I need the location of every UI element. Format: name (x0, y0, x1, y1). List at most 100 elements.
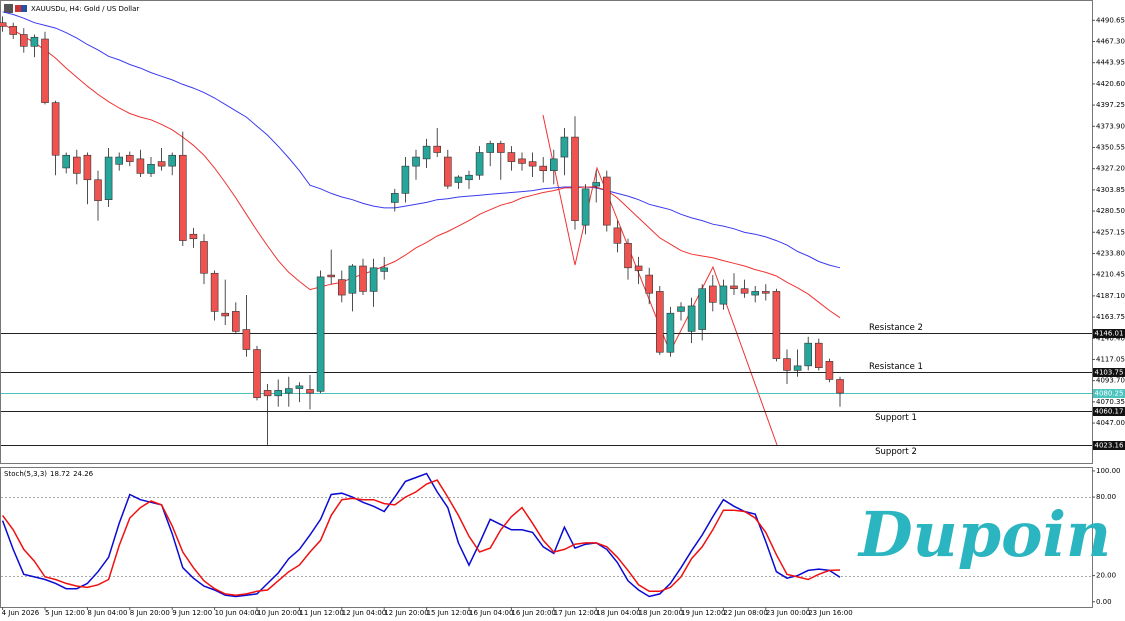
candle-body (232, 311, 240, 332)
candle-body (783, 358, 791, 371)
stoch-frame (0, 467, 1093, 608)
candle-body (189, 233, 198, 240)
y-tick-label: 80.00 (1096, 493, 1116, 501)
candle-body (496, 143, 505, 153)
current-price-box (1093, 389, 1125, 398)
candle-body (772, 291, 781, 359)
level-price-label: 4060.17 (1095, 408, 1124, 416)
candle-body (433, 145, 442, 153)
candle-body (380, 267, 389, 272)
candle-body (94, 179, 102, 201)
level-label: Resistance 1 (869, 362, 923, 372)
candle-body (136, 158, 145, 174)
indicator-title: Stoch(5,3,3) (4, 470, 47, 478)
candle-body (475, 152, 484, 176)
candle-body (507, 152, 516, 162)
current-price-label: 4080.25 (1095, 390, 1124, 398)
candle-body (518, 158, 526, 164)
x-tick-label: 10 Jun 04:00 (215, 609, 259, 617)
candle-body (560, 136, 569, 158)
y-tick-label: 4327.20 (1096, 165, 1125, 173)
candle-body (443, 156, 452, 187)
y-tick-label: 0.00 (1096, 598, 1112, 606)
stoch-line (1, 472, 841, 598)
candle-body (253, 349, 261, 398)
candle-body (242, 329, 251, 350)
candle-body (486, 143, 495, 153)
y-tick-label: 4163.75 (1096, 313, 1125, 321)
candle-body (83, 154, 92, 181)
candle-body (306, 389, 314, 394)
candle-body (571, 136, 579, 221)
level-label: Resistance 2 (869, 323, 923, 333)
candle-body (613, 227, 622, 244)
y-tick-label: 4257.15 (1096, 228, 1125, 236)
level-price-box (1093, 368, 1125, 377)
candle-body (814, 342, 823, 368)
y-tick-label: 4350.55 (1096, 143, 1125, 151)
chart-title: XAUUSDu, H4: Gold / US Dollar (31, 5, 139, 13)
candle-body (200, 241, 208, 274)
x-tick-label: 19 Jun 12:00 (681, 609, 725, 617)
symbol-icon (4, 4, 27, 13)
y-tick-label: 4397.25 (1096, 101, 1125, 109)
level-price-label: 4023.16 (1095, 442, 1124, 450)
level-label: Support 2 (875, 447, 917, 457)
candle-body (210, 272, 219, 312)
candle-body (592, 182, 601, 187)
candle-body (634, 265, 643, 271)
candle-body (104, 156, 113, 201)
x-tick-label: 8 Jun 04:00 (87, 609, 127, 617)
candle-body (401, 165, 410, 194)
x-tick-label: 12 Jun 04:00 (342, 609, 386, 617)
candle-body (115, 156, 123, 165)
candle-body (581, 188, 590, 226)
candle-body (549, 158, 558, 171)
x-tick-label: 11 Jun 12:00 (299, 609, 343, 617)
y-tick-label: 4117.05 (1096, 355, 1125, 363)
candle-body (348, 265, 357, 294)
candle-body (359, 265, 367, 292)
x-tick-label: 16 Jun 20:00 (511, 609, 555, 617)
x-tick-label: 23 Jun 00:00 (766, 609, 810, 617)
y-tick-label: 4303.85 (1096, 186, 1125, 194)
x-tick-label: 22 Jun 08:00 (723, 609, 767, 617)
candle-body (730, 285, 738, 289)
y-tick-label: 4210.45 (1096, 271, 1125, 279)
x-tick-label: 16 Jun 04:00 (469, 609, 513, 617)
x-tick-label: 10 Jun 20:00 (257, 609, 301, 617)
candle-body (369, 267, 378, 292)
candle-body (73, 156, 81, 174)
candle-body (793, 365, 802, 371)
candle-body (708, 285, 717, 303)
level-price-box (1093, 441, 1125, 450)
moving-average (2, 23, 841, 319)
candle-body (19, 34, 28, 47)
x-tick-label: 18 Jun 04:00 (596, 609, 640, 617)
indicator-d-value: 24.26 (73, 470, 94, 478)
y-tick-label: 4093.70 (1096, 377, 1125, 385)
candle-body (422, 145, 431, 160)
x-tick-label: 18 Jun 20:00 (639, 609, 683, 617)
candle-body (655, 291, 664, 353)
candle-body (666, 312, 675, 353)
candle-body (602, 176, 611, 226)
y-tick-label: 4140.40 (1096, 334, 1125, 342)
x-tick-label: 8 Jun 20:00 (130, 609, 170, 617)
level-label: Support 1 (875, 413, 917, 423)
candle-body (41, 38, 49, 103)
level-price-label: 4146.01 (1095, 330, 1124, 338)
x-tick-label: 23 Jun 16:00 (808, 609, 852, 617)
y-tick-label: 4373.90 (1096, 122, 1125, 130)
x-tick-label: 4 Jun 2026 (2, 609, 40, 617)
candle-body (62, 154, 71, 169)
y-tick-label: 4233.80 (1096, 249, 1125, 257)
candle-body (126, 154, 134, 162)
level-price-label: 4103.75 (1095, 369, 1124, 377)
candle-body (624, 243, 632, 269)
candle-body (337, 279, 346, 296)
candle-body (9, 26, 17, 35)
candle-body (30, 36, 39, 47)
